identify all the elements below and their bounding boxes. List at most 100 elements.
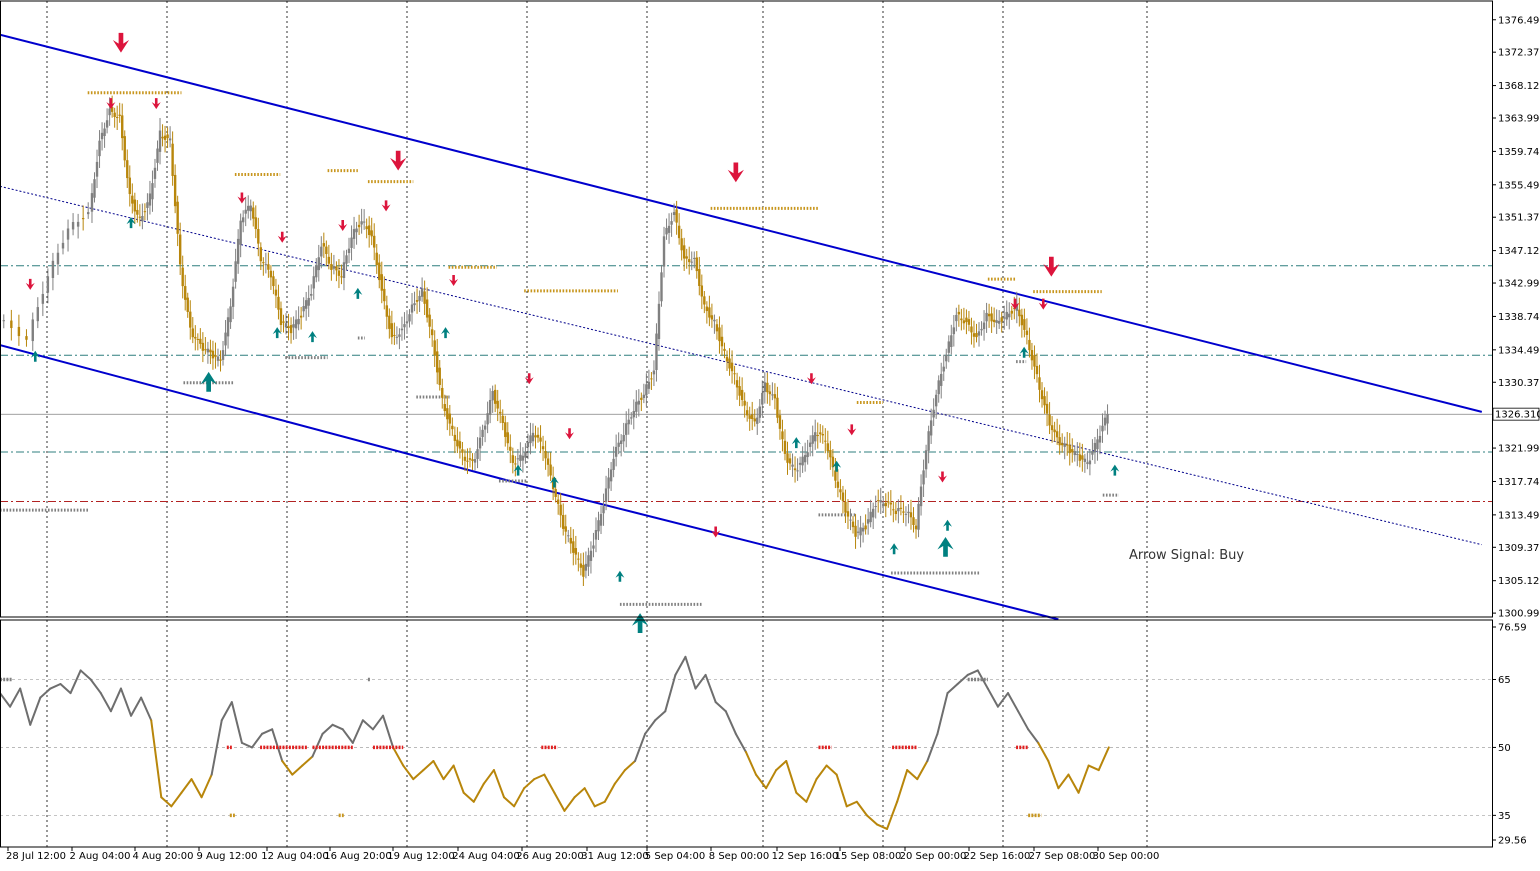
candle-body: [859, 527, 861, 535]
candle-body: [945, 355, 947, 361]
x-tick-label: 30 Sep 00:00: [1093, 851, 1160, 862]
candle-body: [708, 307, 710, 317]
candle-body: [277, 297, 279, 310]
candle-body: [126, 160, 128, 178]
candle-body: [650, 378, 652, 379]
candle-body: [771, 394, 773, 395]
candle-body: [302, 306, 304, 311]
candle-body: [597, 520, 599, 531]
candle-body: [25, 336, 27, 340]
candle-body: [1018, 310, 1020, 317]
candle-body: [1048, 415, 1050, 426]
candle-body: [827, 443, 829, 451]
candle-body: [323, 243, 325, 246]
candle-body: [383, 289, 385, 301]
candle-body: [1043, 396, 1045, 405]
candle-body: [139, 217, 141, 218]
price-tick-label: 1330.370: [1498, 378, 1540, 389]
candle-body: [212, 351, 214, 359]
candle-body: [1051, 425, 1053, 430]
candle-body: [159, 131, 161, 152]
candle-body: [194, 337, 196, 339]
candle-body: [134, 200, 136, 212]
candle-body: [363, 222, 365, 223]
candle-body: [751, 414, 753, 419]
candle-body: [98, 141, 100, 156]
candle-body: [272, 276, 274, 286]
candle-body: [345, 255, 347, 263]
candle-body: [943, 367, 945, 372]
candle-body: [166, 134, 168, 138]
candle-body: [663, 236, 665, 266]
candle-body: [386, 305, 388, 316]
candle-body: [1069, 445, 1071, 453]
candle-body: [738, 386, 740, 396]
candle-body: [713, 320, 715, 322]
candle-body: [749, 415, 751, 419]
candle-body: [182, 268, 184, 287]
candle-body: [907, 512, 909, 513]
price-tick-label: 1338.745: [1498, 312, 1540, 323]
candle-body: [575, 548, 577, 555]
candle-body: [62, 243, 64, 249]
candle-body: [91, 193, 93, 212]
candle-body: [418, 296, 420, 301]
candle-body: [869, 512, 871, 522]
candle-body: [801, 457, 803, 466]
candle-body: [948, 341, 950, 352]
price-tick-label: 1347.120: [1498, 246, 1540, 257]
candle-body: [1031, 350, 1033, 360]
candle-body: [852, 522, 854, 528]
candle-body: [514, 463, 516, 464]
candle-body: [534, 435, 536, 437]
candle-body: [1084, 459, 1086, 462]
candle-body: [600, 514, 602, 526]
candle-body: [590, 551, 592, 561]
candle-body: [1026, 331, 1028, 335]
candle-body: [645, 384, 647, 395]
osc-tick-label: 35: [1498, 811, 1511, 822]
candle-body: [305, 300, 307, 309]
candle-body: [292, 324, 294, 327]
x-tick-label: 15 Sep 08:00: [835, 851, 902, 862]
candle-body: [970, 326, 972, 332]
candle-body: [232, 287, 234, 307]
candle-body: [910, 512, 912, 517]
candle-body: [204, 349, 206, 350]
candle-body: [252, 208, 254, 219]
candle-body: [227, 317, 229, 336]
candle-body: [585, 564, 587, 571]
candle-body: [912, 517, 914, 525]
candle-body: [32, 319, 34, 341]
candle-body: [1106, 414, 1108, 423]
candle-body: [439, 368, 441, 385]
candle-body: [47, 276, 49, 292]
candle-body: [42, 294, 44, 304]
price-tick-label: 1334.495: [1498, 345, 1540, 356]
candle-body: [955, 315, 957, 321]
candle-body: [504, 422, 506, 437]
x-tick-label: 24 Aug 04:00: [452, 851, 519, 862]
candle-body: [161, 137, 163, 139]
candle-body: [756, 418, 758, 424]
candle-body: [136, 210, 138, 215]
candle-body: [592, 545, 594, 548]
candle-body: [1079, 454, 1081, 460]
candle-body: [824, 441, 826, 442]
candle-body: [519, 455, 521, 461]
candle-body: [766, 383, 768, 392]
candle-body: [3, 320, 5, 321]
candle-body: [764, 382, 766, 392]
x-tick-label: 2 Aug 04:00: [69, 851, 130, 862]
candle-body: [628, 420, 630, 425]
candle-body: [1094, 443, 1096, 452]
candle-body: [287, 326, 289, 328]
candle-body: [640, 398, 642, 400]
candle-body: [978, 331, 980, 335]
arrow-signal-label: Arrow Signal: Buy: [1129, 548, 1244, 563]
candle-body: [917, 504, 919, 530]
candle-body: [567, 535, 569, 536]
candle-body: [52, 261, 54, 278]
candle-body: [187, 298, 189, 312]
